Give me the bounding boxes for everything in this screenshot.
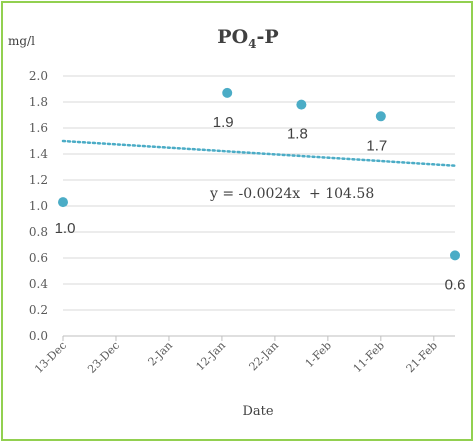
y-tick-label: 0.6 — [29, 251, 48, 265]
data-label: 1.8 — [287, 126, 308, 143]
y-axis-label: mg/l — [8, 34, 35, 48]
data-point — [58, 197, 68, 208]
x-tick-label: 13-Dec — [32, 339, 69, 376]
y-tick-label: 2.0 — [29, 69, 48, 83]
data-point — [222, 87, 233, 98]
data-label: 1.7 — [366, 137, 387, 154]
y-tick-label: 1.6 — [29, 121, 48, 135]
data-point — [375, 111, 386, 122]
y-tick-labels: 0.0 0.2 0.4 0.6 0.8 1.0 1.2 1.4 1.6 1.8 2.0 — [29, 69, 48, 343]
x-tick-label: 22-Jan — [247, 339, 281, 373]
chart-title-subscript: 4 — [248, 37, 256, 51]
y-tick-label: 1.2 — [29, 173, 48, 187]
trendline — [61, 139, 457, 167]
y-tick-label: 0.0 — [29, 329, 48, 343]
y-tick-label: 0.2 — [29, 303, 48, 317]
data-point — [296, 99, 307, 110]
x-tick-label: 1-Feb — [303, 339, 334, 370]
data-label: 1.9 — [213, 114, 234, 131]
y-tick-label: 0.8 — [29, 225, 48, 239]
data-labels: 1.0 1.9 1.8 1.7 0.6 — [55, 114, 466, 293]
x-tick-label: 23-Dec — [85, 339, 122, 376]
gridlines — [63, 75, 455, 311]
data-point — [450, 250, 460, 261]
y-tick-label: 0.4 — [29, 277, 48, 291]
data-label: 1.0 — [55, 220, 76, 237]
y-tick-label: 1.4 — [29, 147, 48, 161]
y-tick-label: 1.8 — [29, 95, 48, 109]
x-tick-label: 2-Jan — [146, 339, 176, 369]
trendline-group — [61, 139, 457, 167]
x-tick-labels: 13-Dec 23-Dec 2-Jan 12-Jan 22-Jan 1-Feb 11-Feb… — [32, 336, 440, 376]
chart-title-tail: -P — [257, 26, 279, 48]
x-tick-label: 11-Feb — [351, 339, 387, 375]
data-label: 0.6 — [445, 276, 466, 293]
data-points — [58, 87, 460, 261]
chart-title-main: PO — [217, 26, 248, 48]
x-tick-label: 12-Jan — [194, 339, 228, 373]
y-tick-label: 1.0 — [29, 199, 48, 213]
trendline-equation: y = -0.0024x + 104.58 — [209, 186, 374, 202]
chart-title: PO4-P — [217, 26, 278, 51]
x-axis-label: Date — [242, 404, 273, 419]
x-tick-label: 21-Feb — [404, 339, 440, 375]
